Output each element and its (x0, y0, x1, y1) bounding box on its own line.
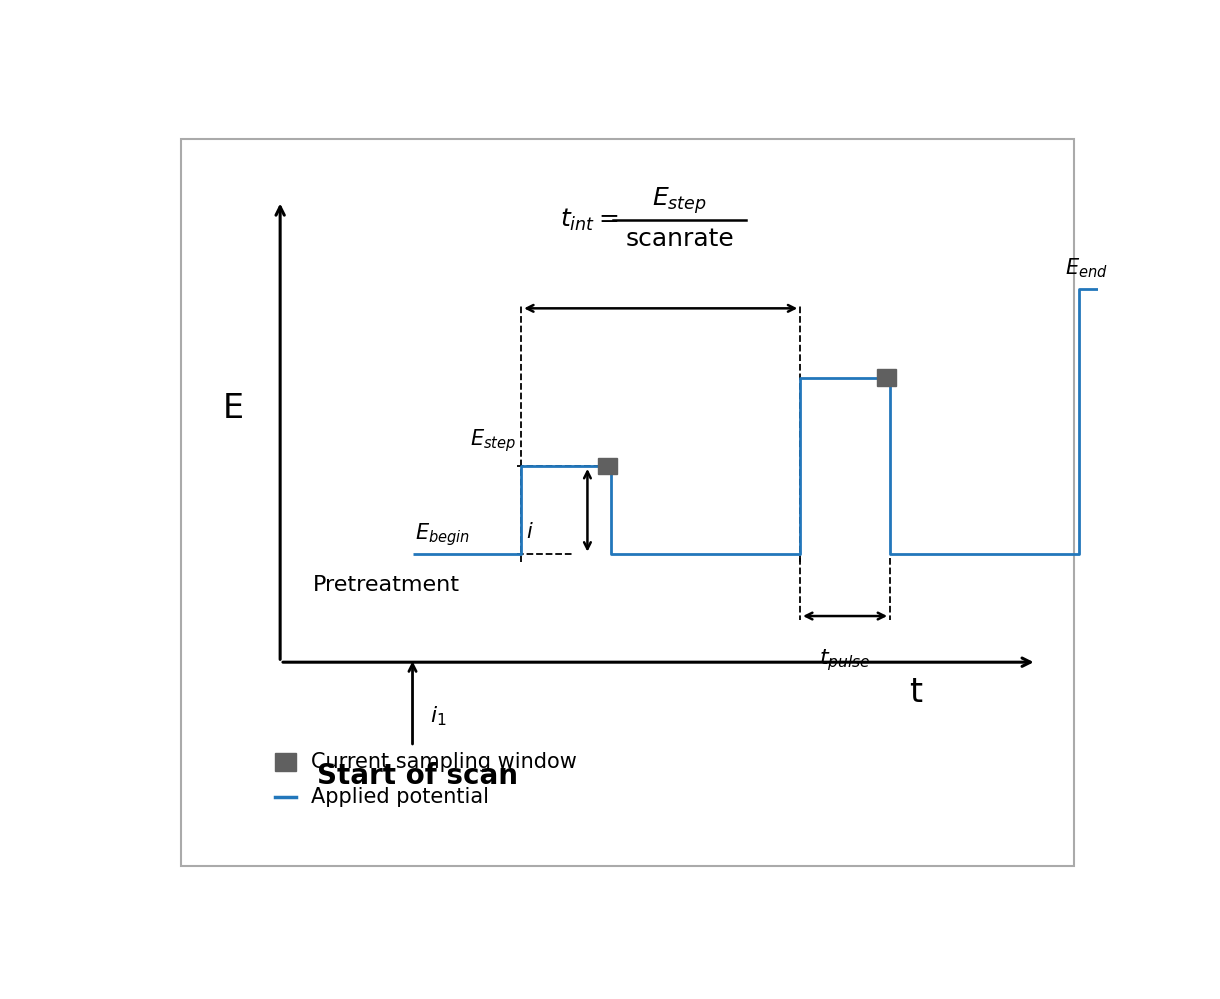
Text: $E_{step}$: $E_{step}$ (653, 185, 708, 216)
Text: $E_{step}$: $E_{step}$ (471, 428, 516, 455)
Text: Pretreatment: Pretreatment (314, 575, 460, 595)
FancyBboxPatch shape (181, 139, 1075, 866)
Text: $t_{int}=$: $t_{int}=$ (560, 207, 619, 233)
Text: t: t (909, 676, 922, 709)
Bar (598, 458, 617, 475)
Text: Applied potential: Applied potential (311, 787, 489, 807)
Bar (877, 369, 895, 386)
Text: E: E (222, 392, 244, 425)
Text: scanrate: scanrate (625, 227, 734, 251)
Text: $i$: $i$ (526, 522, 533, 542)
Text: $i_1$: $i_1$ (429, 704, 447, 728)
Text: Current sampling window: Current sampling window (311, 752, 577, 772)
Text: $E_{end}$: $E_{end}$ (1065, 257, 1108, 280)
Text: $E_{begin}$: $E_{begin}$ (415, 521, 471, 548)
Text: Start of scan: Start of scan (317, 762, 517, 790)
Bar (276, 753, 296, 771)
Text: $t_{pulse}$: $t_{pulse}$ (819, 646, 871, 672)
